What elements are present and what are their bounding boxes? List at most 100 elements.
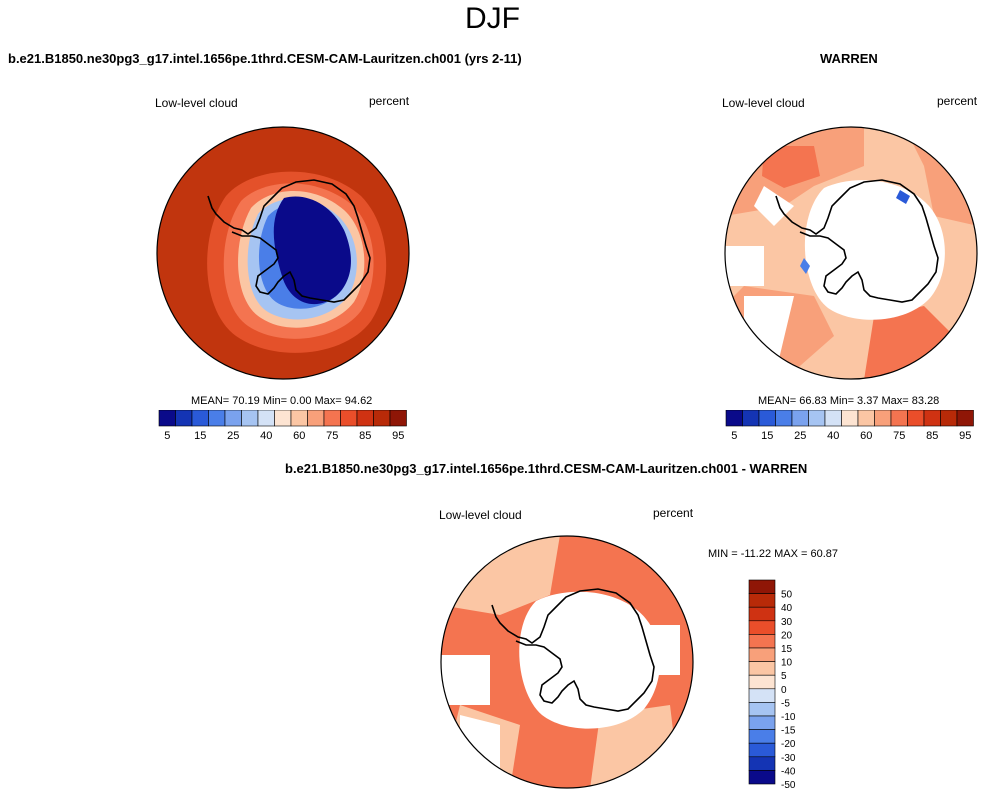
left-map	[156, 126, 410, 380]
right-colorbar-tick-label: 60	[860, 430, 872, 442]
left-stats: MEAN= 70.19 Min= 0.00 Max= 94.62	[191, 395, 373, 407]
right-colorbar: 5 15 25 40 60 75 85 95	[725, 410, 974, 442]
diff-colorbar-tick-label: -30	[781, 753, 796, 764]
left-colorbar: 5 15 25 40 60 75 85 95	[158, 410, 407, 442]
left-colorbar-swatch	[356, 410, 374, 427]
right-colorbar-tick-label: 95	[959, 430, 971, 442]
left-colorbar-tick-label: 25	[227, 430, 239, 442]
diff-colorbar-tick-label: 15	[781, 644, 793, 655]
left-colorbar-tick-label: 95	[392, 430, 404, 442]
right-colorbar-swatch	[940, 410, 958, 427]
diff-colorbar-tick-label: -15	[781, 726, 796, 737]
left-colorbar-swatch	[257, 410, 275, 427]
right-map-white-1	[725, 246, 764, 286]
right-colorbar-swatch	[824, 410, 842, 427]
left-map-coastline	[207, 179, 371, 303]
left-colorbar-swatch	[158, 410, 176, 427]
diff-map-coastline	[491, 588, 655, 712]
diff-colorbar-tick-label: -40	[781, 766, 796, 777]
right-colorbar-tick-label: 5	[731, 430, 737, 442]
diff-map-white-2	[460, 715, 500, 788]
diff-colorbar-tick-label: -5	[781, 698, 790, 709]
left-colorbar-swatch	[389, 410, 407, 427]
right-colorbar-swatch	[907, 410, 925, 427]
diff-colorbar-tick-label: 10	[781, 658, 793, 669]
right-map-patch-5	[864, 306, 954, 379]
diff-colorbar-tick-label: -50	[781, 780, 796, 790]
left-colorbar-tick-label: 75	[326, 430, 338, 442]
right-colorbar-swatch	[742, 410, 760, 427]
diff-colorbar-swatch	[748, 756, 776, 771]
right-map	[724, 126, 978, 380]
diff-map-interior	[519, 591, 661, 729]
right-map-interior	[804, 180, 945, 320]
right-stats: MEAN= 66.83 Min= 3.37 Max= 83.28	[758, 395, 940, 407]
left-colorbar-tick-label: 15	[194, 430, 206, 442]
diff-colorbar-tick-label: 0	[781, 685, 787, 696]
diff-colorbar-swatch	[748, 620, 776, 635]
left-colorbar-swatch	[307, 410, 325, 427]
right-colorbar-tick-label: 25	[794, 430, 806, 442]
right-colorbar-swatch	[808, 410, 826, 427]
left-colorbar-swatch	[274, 410, 292, 427]
left-colorbar-tick-label: 85	[359, 430, 371, 442]
right-map-blue-1	[896, 190, 910, 204]
right-colorbar-swatch	[956, 410, 974, 427]
left-colorbar-swatch	[340, 410, 358, 427]
diff-colorbar-swatch	[748, 770, 776, 785]
right-map-patch-2	[762, 146, 820, 188]
right-units-label: percent	[937, 94, 978, 108]
diff-colorbar-swatch	[748, 688, 776, 703]
right-colorbar-swatch	[857, 410, 875, 427]
left-case-title: b.e21.B1850.ne30pg3_g17.intel.1656pe.1th…	[8, 51, 522, 66]
diff-colorbar-tick-label: 5	[781, 671, 787, 682]
left-colorbar-swatch	[290, 410, 308, 427]
diff-map	[440, 535, 694, 789]
diff-colorbar-swatch	[748, 702, 776, 717]
diff-colorbar-tick-label: 30	[781, 617, 793, 628]
left-colorbar-swatch	[175, 410, 193, 427]
right-map-coastline	[775, 179, 939, 303]
diff-colorbar-swatch	[748, 647, 776, 662]
diff-colorbar-swatch	[748, 606, 776, 622]
diff-colorbar-swatch	[748, 593, 776, 608]
right-case-title: WARREN	[820, 51, 878, 66]
right-variable-label: Low-level cloud	[722, 96, 805, 110]
diff-stats: MIN = -11.22 MAX = 60.87	[708, 548, 839, 560]
diff-colorbar-swatch	[748, 579, 776, 594]
diff-colorbar-tick-label: 50	[781, 590, 793, 601]
right-map-blue-2	[800, 258, 810, 274]
right-colorbar-swatch	[841, 410, 859, 427]
diff-variable-label: Low-level cloud	[439, 508, 522, 522]
right-colorbar-swatch	[725, 410, 743, 427]
left-colorbar-tick-label: 5	[164, 430, 170, 442]
left-colorbar-tick-label: 40	[260, 430, 272, 442]
diff-units-label: percent	[653, 506, 694, 520]
left-colorbar-swatch	[191, 410, 209, 427]
right-colorbar-swatch	[923, 410, 941, 427]
main-title: DJF	[465, 2, 520, 35]
left-units-label: percent	[369, 94, 410, 108]
diff-colorbar-swatch	[748, 729, 776, 744]
right-colorbar-swatch	[758, 410, 776, 427]
right-colorbar-swatch	[791, 410, 809, 427]
left-colorbar-swatch	[323, 410, 341, 427]
left-colorbar-swatch	[241, 410, 259, 427]
left-variable-label: Low-level cloud	[155, 96, 238, 110]
diff-colorbar-swatch	[748, 674, 776, 690]
diff-colorbar-tick-label: -10	[781, 712, 796, 723]
diff-colorbar-swatch	[748, 742, 776, 758]
left-colorbar-swatch	[373, 410, 391, 427]
diff-colorbar-swatch	[748, 661, 776, 676]
left-colorbar-swatch	[224, 410, 242, 427]
diff-colorbar-swatch	[748, 634, 776, 649]
diff-colorbar-tick-label: 20	[781, 630, 793, 641]
right-colorbar-tick-label: 85	[926, 430, 938, 442]
right-colorbar-tick-label: 75	[893, 430, 905, 442]
diff-case-title: b.e21.B1850.ne30pg3_g17.intel.1656pe.1th…	[285, 461, 808, 476]
left-colorbar-tick-label: 60	[293, 430, 305, 442]
right-colorbar-tick-label: 40	[827, 430, 839, 442]
diff-colorbar-swatch	[748, 715, 776, 730]
diff-map-white-1	[441, 655, 490, 705]
